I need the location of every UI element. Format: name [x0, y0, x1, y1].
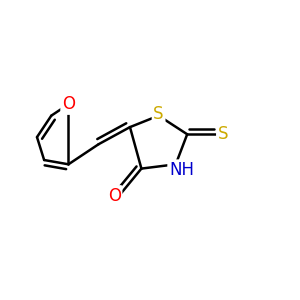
- Text: S: S: [153, 105, 164, 123]
- Text: S: S: [218, 125, 228, 143]
- Text: NH: NH: [169, 161, 194, 179]
- Text: O: O: [108, 187, 121, 205]
- Text: O: O: [62, 95, 75, 113]
